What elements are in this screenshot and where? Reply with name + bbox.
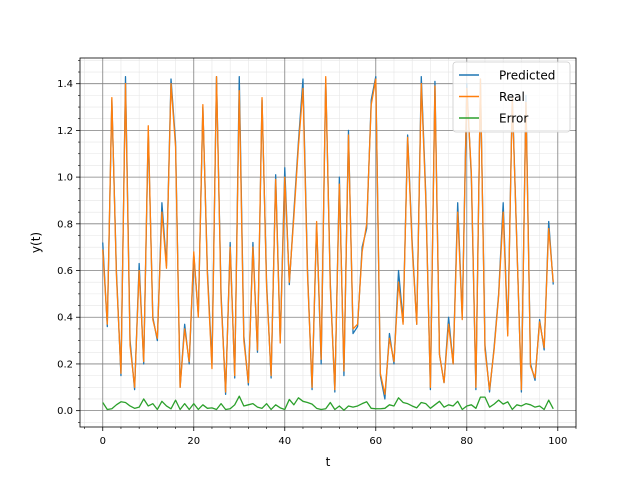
y-tick-label: 0.4 [57,313,73,324]
y-tick-label: 1.4 [57,79,73,90]
x-axis-label: t [326,455,331,469]
legend: Predicted Real Error [452,61,571,133]
y-axis-label: y(t) [29,232,43,253]
tick-labels: 0 20 40 60 80 100 0.0 0.2 0.4 0.6 0.8 1.0 1.2 1.4 [57,79,567,447]
legend-label-predicted: Predicted [499,69,555,83]
legend-label-real: Real [499,90,525,104]
legend-label-error: Error [499,112,528,126]
y-tick-label: 1.0 [57,173,73,184]
x-tick-label: 100 [548,436,567,447]
series-line-error [102,395,554,411]
y-tick-label: 0.2 [57,359,73,370]
series-lines [102,76,554,411]
x-tick-label: 20 [187,436,200,447]
series-line-real [102,76,554,395]
x-tick-label: 80 [460,436,473,447]
legend-box [452,61,571,133]
y-tick-label: 0.8 [57,219,73,230]
axis-ticks [76,60,577,431]
plot-frame [79,57,577,428]
y-tick-label: 1.2 [57,126,73,137]
x-tick-label: 40 [278,436,291,447]
y-tick-label: 0.6 [57,266,73,277]
x-tick-label: 0 [100,436,106,447]
x-tick-label: 60 [369,436,382,447]
y-tick-label: 0.0 [57,406,73,417]
